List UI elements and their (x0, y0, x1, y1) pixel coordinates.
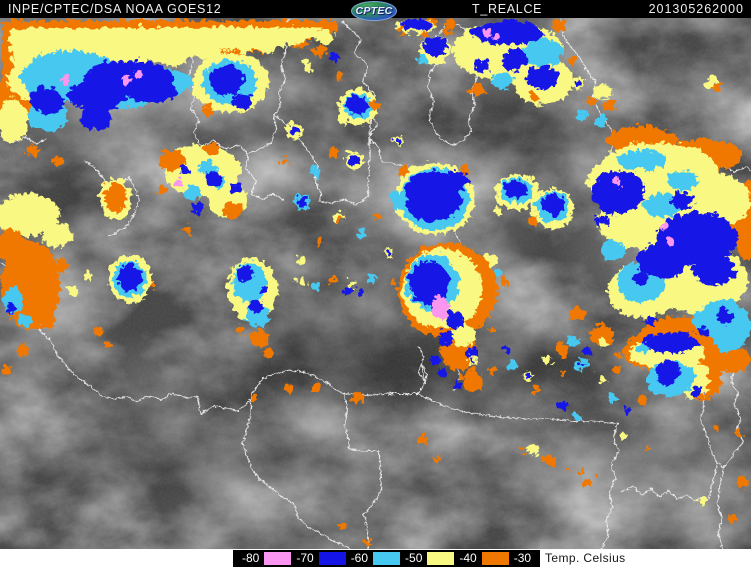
legend-strip: -80 -70 -60 -50 -40 -30 Temp. Celsius (0, 549, 751, 568)
satellite-canvas (0, 18, 751, 549)
legend-entries: -80 -70 -60 -50 -40 -30 (239, 550, 534, 567)
scattered-cells-central (278, 120, 400, 294)
legend-bar: -80 -70 -60 -50 -40 -30 (233, 550, 541, 567)
enhanced-cloud-clusters (0, 18, 751, 543)
cloud-cluster-west-central (140, 140, 275, 355)
legend-value: -70 (296, 551, 314, 565)
cloud-cluster-central-south (395, 240, 495, 390)
cloud-cluster-west-edge (0, 176, 149, 373)
product-title: T_REALCE (472, 2, 543, 16)
legend-swatch (427, 552, 455, 565)
legend-swatch (481, 552, 509, 565)
cloud-cluster-northwest (0, 18, 338, 163)
legend-value: -60 (350, 551, 369, 565)
legend-swatch (373, 552, 401, 565)
legend-swatch (318, 552, 346, 565)
cloud-cluster-central (387, 160, 472, 232)
legend-swatch (264, 552, 292, 565)
source-label: INPE/CPTEC/DSA NOAA GOES12 (8, 2, 222, 16)
cloud-cluster-north-central (442, 18, 719, 138)
cptec-logo-text: CPTEC (355, 5, 393, 17)
cloud-cluster-mid-east (482, 172, 570, 284)
cloud-cluster-southeast (465, 326, 741, 437)
legend-value: -80 (242, 551, 260, 565)
legend-value: -30 (513, 551, 532, 565)
satellite-image (0, 18, 751, 549)
cloud-cluster-north-small (190, 18, 449, 122)
legend-value: -40 (459, 551, 477, 565)
scattered-cells-south (247, 380, 746, 543)
timestamp: 201305262000 (648, 2, 744, 16)
legend-unit-label: Temp. Celsius (545, 551, 626, 565)
legend-value: -50 (405, 551, 423, 565)
cptec-logo: CPTEC (351, 1, 397, 21)
